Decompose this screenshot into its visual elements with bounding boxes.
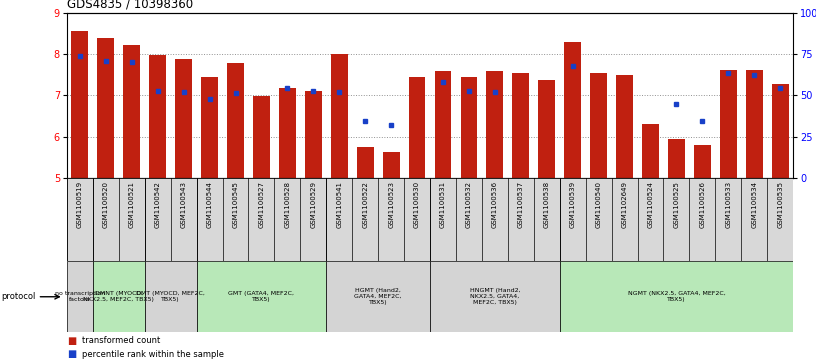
- Text: GSM1100521: GSM1100521: [129, 181, 135, 228]
- Bar: [460, 77, 477, 178]
- Bar: [694, 145, 711, 178]
- Bar: [326, 261, 430, 332]
- Bar: [668, 139, 685, 178]
- Text: GSM1100540: GSM1100540: [596, 181, 601, 228]
- Text: GSM1100524: GSM1100524: [648, 181, 654, 228]
- Text: DMT (MYOCD, MEF2C,
TBX5): DMT (MYOCD, MEF2C, TBX5): [136, 291, 205, 302]
- Text: GSM1100536: GSM1100536: [492, 181, 498, 228]
- Bar: [97, 38, 114, 178]
- Bar: [175, 59, 192, 178]
- Text: percentile rank within the sample: percentile rank within the sample: [82, 350, 224, 359]
- Bar: [590, 73, 607, 178]
- Bar: [197, 178, 326, 261]
- Text: GSM1100522: GSM1100522: [362, 181, 368, 228]
- Text: DMNT (MYOCD,
NKX2.5, MEF2C, TBX5): DMNT (MYOCD, NKX2.5, MEF2C, TBX5): [83, 291, 154, 302]
- Text: protocol: protocol: [2, 292, 36, 301]
- Text: GSM1100526: GSM1100526: [699, 181, 705, 228]
- Bar: [93, 261, 144, 332]
- Bar: [197, 261, 326, 332]
- Bar: [144, 261, 197, 332]
- Text: NGMT (NKX2.5, GATA4, MEF2C,
TBX5): NGMT (NKX2.5, GATA4, MEF2C, TBX5): [628, 291, 725, 302]
- Bar: [67, 261, 93, 332]
- Text: GSM1100527: GSM1100527: [259, 181, 264, 228]
- Bar: [430, 178, 560, 261]
- Text: HNGMT (Hand2,
NKX2.5, GATA4,
MEF2C, TBX5): HNGMT (Hand2, NKX2.5, GATA4, MEF2C, TBX5…: [469, 288, 520, 305]
- Text: GSM1100520: GSM1100520: [103, 181, 109, 228]
- Bar: [746, 70, 763, 178]
- Bar: [772, 84, 788, 178]
- Text: GSM1102649: GSM1102649: [622, 181, 628, 228]
- Text: GSM1100525: GSM1100525: [673, 181, 680, 228]
- Text: transformed count: transformed count: [82, 336, 160, 345]
- Bar: [560, 261, 793, 332]
- Text: GSM1100545: GSM1100545: [233, 181, 238, 228]
- Text: no transcription
factors: no transcription factors: [55, 291, 105, 302]
- Text: GSM1100529: GSM1100529: [310, 181, 317, 228]
- Bar: [720, 70, 737, 178]
- Bar: [123, 45, 140, 178]
- Bar: [560, 178, 793, 261]
- Bar: [72, 31, 88, 178]
- Text: GSM1100537: GSM1100537: [518, 181, 524, 228]
- Text: GSM1100530: GSM1100530: [414, 181, 420, 228]
- Bar: [227, 63, 244, 178]
- Bar: [430, 261, 560, 332]
- Text: ■: ■: [67, 349, 76, 359]
- Bar: [616, 75, 633, 178]
- Bar: [149, 55, 166, 178]
- Text: GSM1100531: GSM1100531: [440, 181, 446, 228]
- Bar: [279, 88, 296, 178]
- Text: GSM1100544: GSM1100544: [206, 181, 212, 228]
- Bar: [326, 178, 430, 261]
- Bar: [383, 152, 400, 178]
- Bar: [409, 77, 425, 178]
- Text: GDS4835 / 10398360: GDS4835 / 10398360: [67, 0, 193, 11]
- Text: ■: ■: [67, 336, 76, 346]
- Bar: [512, 73, 530, 178]
- Text: GSM1100543: GSM1100543: [180, 181, 187, 228]
- Bar: [253, 96, 270, 178]
- Text: GSM1100541: GSM1100541: [336, 181, 342, 228]
- Bar: [357, 147, 374, 178]
- Bar: [305, 91, 322, 178]
- Text: GSM1100542: GSM1100542: [155, 181, 161, 228]
- Text: HGMT (Hand2,
GATA4, MEF2C,
TBX5): HGMT (Hand2, GATA4, MEF2C, TBX5): [354, 288, 402, 305]
- Bar: [435, 70, 451, 178]
- Text: GMT (GATA4, MEF2C,
TBX5): GMT (GATA4, MEF2C, TBX5): [228, 291, 295, 302]
- Text: GSM1100532: GSM1100532: [466, 181, 472, 228]
- Text: GSM1100539: GSM1100539: [570, 181, 575, 228]
- Text: GSM1100534: GSM1100534: [752, 181, 757, 228]
- Bar: [486, 70, 503, 178]
- Bar: [642, 124, 659, 178]
- Text: GSM1100533: GSM1100533: [725, 181, 731, 228]
- Bar: [67, 178, 93, 261]
- Bar: [539, 79, 555, 178]
- Bar: [201, 77, 218, 178]
- Text: GSM1100523: GSM1100523: [388, 181, 394, 228]
- Text: GSM1100519: GSM1100519: [77, 181, 83, 228]
- Bar: [564, 42, 581, 178]
- Bar: [330, 54, 348, 178]
- Bar: [144, 178, 197, 261]
- Text: GSM1100528: GSM1100528: [285, 181, 290, 228]
- Text: GSM1100538: GSM1100538: [543, 181, 550, 228]
- Bar: [93, 178, 144, 261]
- Text: GSM1100535: GSM1100535: [777, 181, 783, 228]
